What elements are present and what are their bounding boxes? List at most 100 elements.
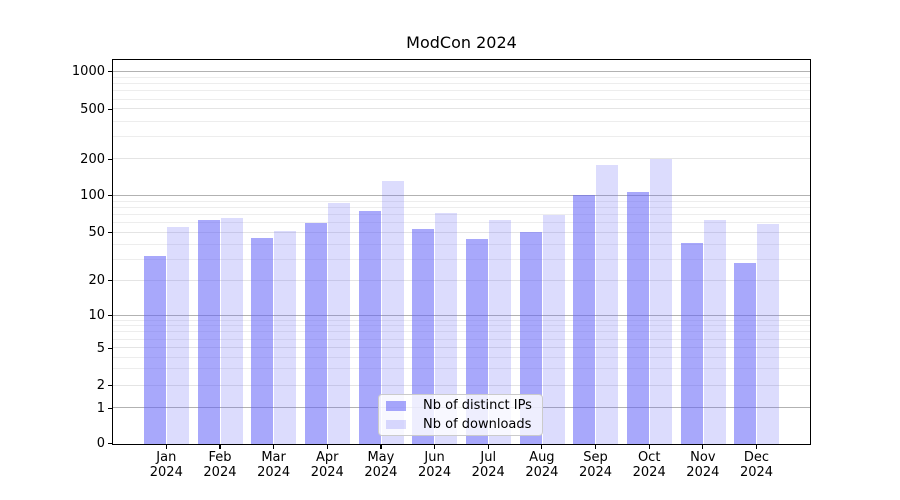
y-tick-mark [108,314,113,316]
x-tick-mark [755,444,758,449]
bar-downloads [381,180,404,444]
y-tick-mark [108,442,113,444]
x-tick-mark [326,444,328,449]
x-tick-label-year: 2024 [203,465,237,480]
x-tick-label: Feb 2024 [178,450,262,480]
legend-label-distinct-ips: Nb of distinct IPs [423,398,532,414]
y-tick-label: 200 [80,151,105,167]
y-grid-minor [112,200,811,202]
x-tick-label: Sep 2024 [554,450,638,480]
bar-distinct-ips [412,228,435,444]
y-grid-minor [112,319,811,321]
y-grid-minor [112,90,811,92]
y-grid-minor [112,331,811,333]
x-tick-mark [541,444,543,449]
y-grid-line [112,71,811,73]
bar-downloads [703,219,726,444]
x-tick-label-month: Dec [743,450,770,465]
bar-distinct-ips [573,194,596,444]
x-tick-label: Nov 2024 [661,450,745,480]
y-grid-line [112,314,811,316]
y-tick-mark [108,384,113,387]
bar-downloads [274,230,297,444]
x-tick-mark [433,444,436,449]
x-tick-mark [219,444,221,449]
x-tick-label-month: Apr [316,450,339,465]
legend: Nb of distinct IPs Nb of downloads [378,394,543,436]
y-grid-minor [112,136,811,138]
x-tick-label-year: 2024 [364,465,398,480]
y-tick-mark [108,71,113,73]
x-tick-mark [702,444,704,449]
bar-downloads [435,213,458,444]
x-tick-label: Mar 2024 [232,450,316,480]
bar-downloads [167,226,190,444]
x-tick-mark [165,444,167,449]
x-tick-label-month: Jan [156,450,177,465]
y-grid-line [112,384,811,386]
y-tick-mark [108,158,113,160]
bar-distinct-ips [144,256,167,444]
y-grid-minor [112,83,811,85]
y-tick-label: 50 [88,225,105,240]
bar-downloads [542,214,565,444]
x-tick-label: Jan 2024 [124,450,208,480]
chart-title: ModCon 2024 [406,33,517,52]
y-grid-line [112,231,811,233]
x-tick-label: Apr 2024 [285,450,369,480]
x-tick-label-month: Sep [583,450,608,465]
x-tick-mark [648,444,650,449]
y-tick-label: 5 [96,340,105,356]
y-grid-line [112,347,811,349]
bar-downloads [489,219,512,444]
x-tick-label: Jun 2024 [393,450,477,480]
x-tick-mark [380,444,382,449]
y-grid-line [112,195,811,197]
y-grid-minor [112,213,811,215]
bar-downloads [596,165,619,444]
legend-label-downloads: Nb of downloads [423,416,532,432]
y-tick-label: 500 [80,101,105,117]
bar-downloads [328,203,351,444]
x-tick-label-month: May [367,450,395,465]
bar-distinct-ips [466,239,489,444]
y-tick-mark [108,407,113,409]
bar-downloads [649,159,672,444]
y-tick-label: 1000 [71,64,105,80]
x-tick-label-year: 2024 [310,465,344,480]
y-grid-minor [112,356,811,358]
x-tick-label-month: Mar [261,450,286,465]
x-tick-label: Dec 2024 [715,450,799,480]
bar-distinct-ips [734,263,757,444]
x-tick-mark [487,444,489,449]
legend-swatch-distinct-ips [386,401,406,411]
legend-swatch-downloads [386,419,406,429]
plot-area [111,59,812,445]
bar-distinct-ips [305,223,328,444]
legend-item-distinct-ips: Nb of distinct IPs [386,398,534,414]
x-tick-label-year: 2024 [418,465,452,480]
y-tick-label: 100 [80,188,105,204]
x-tick-label-year: 2024 [257,465,291,480]
x-tick-label-year: 2024 [525,465,559,480]
bar-distinct-ips [251,238,274,444]
x-tick-label-month: Oct [637,450,661,465]
x-tick-label-year: 2024 [149,465,183,480]
x-tick-label-year: 2024 [471,465,505,480]
bar-distinct-ips [197,220,220,444]
y-tick-mark [108,108,113,110]
y-tick-mark [108,231,113,234]
y-grid-line [112,158,811,160]
x-tick-label: Jul 2024 [446,450,530,480]
x-tick-label: May 2024 [339,450,423,480]
bar-distinct-ips [519,231,542,444]
x-tick-label: Aug 2024 [500,450,584,480]
y-grid-minor [112,222,811,224]
y-tick-label: 10 [88,307,105,323]
x-tick-label-year: 2024 [686,465,720,480]
x-tick-mark [273,444,275,449]
x-tick-label-month: Jun [424,450,445,465]
bar-distinct-ips [680,243,703,444]
x-tick-label-month: Nov [690,450,716,465]
bar-distinct-ips [358,211,381,444]
